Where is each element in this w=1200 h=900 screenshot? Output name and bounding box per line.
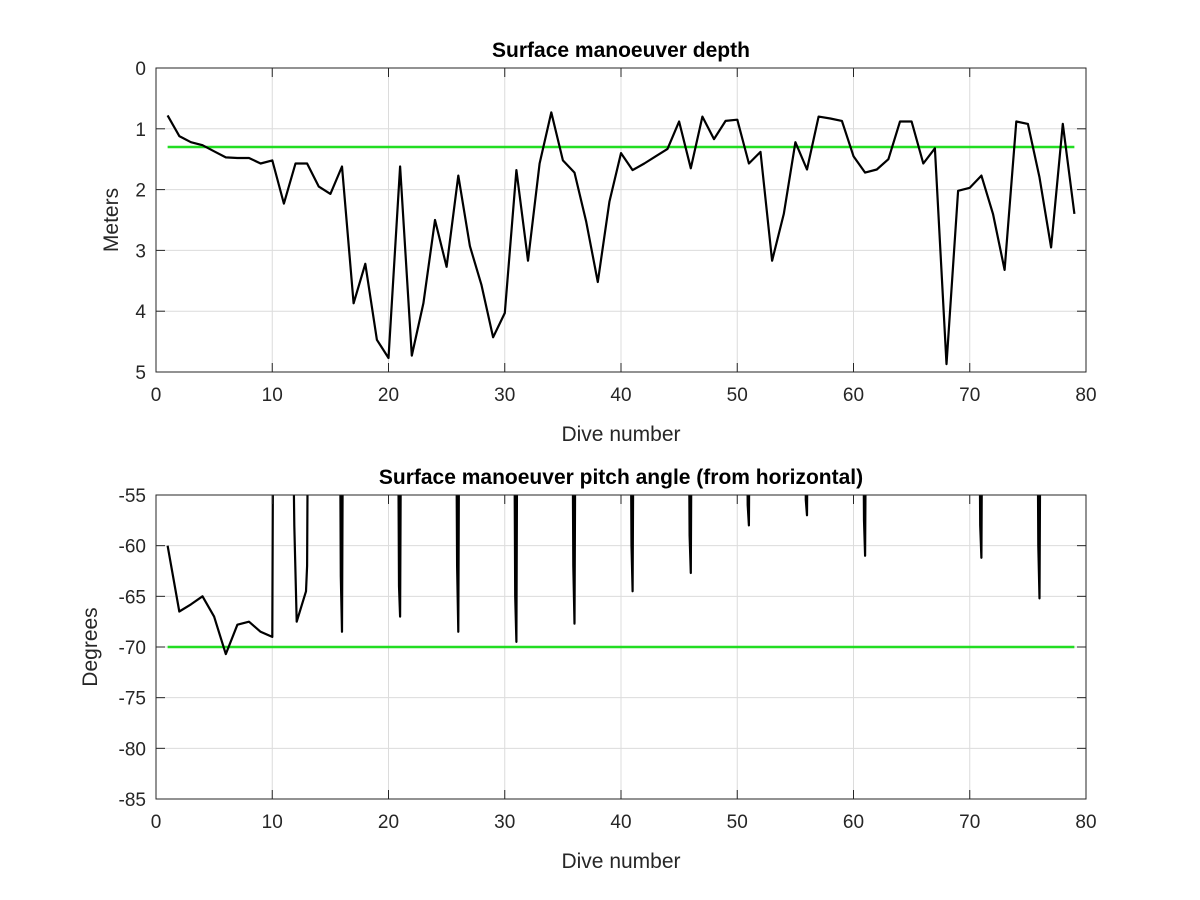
x-tick-label: 50	[727, 812, 748, 833]
x-tick-label: 40	[610, 385, 631, 406]
y-tick-label: -85	[119, 790, 146, 811]
x-tick-label: 20	[378, 385, 399, 406]
x-tick-label: 80	[1075, 385, 1096, 406]
x-tick-label: 0	[151, 812, 162, 833]
subplot-1: 0 10 20 30 40 50 60 70 80 0 1 2 3 4 5 Surface manoeuver…	[100, 39, 1097, 446]
y-tick-label: 1	[135, 120, 146, 141]
y-tick-label: -75	[119, 689, 146, 710]
y-tick-label: -65	[119, 587, 146, 608]
y-tick-label: -70	[119, 638, 146, 659]
x-tick-label: 60	[843, 385, 864, 406]
y-tick-label: -55	[119, 486, 146, 507]
x-tick-label: 10	[262, 812, 283, 833]
x-axis-label: Dive number	[561, 850, 680, 873]
y-tick-label: 3	[135, 241, 146, 262]
x-axis-label: Dive number	[561, 423, 680, 446]
subplot-2: 0 10 20 30 40 50 60 70 80 -55 -60 -65 -70 -75 -80 -85 Su…	[79, 466, 1097, 873]
series-line	[166, 111, 1076, 366]
y-tick-label: 4	[135, 302, 146, 323]
x-tick-label: 40	[610, 812, 631, 833]
x-tick-label: 60	[843, 812, 864, 833]
x-tick-label: 10	[262, 385, 283, 406]
y-tick-label: 0	[135, 59, 146, 80]
x-tick-label: 30	[494, 385, 515, 406]
x-tick-label: 20	[378, 812, 399, 833]
chart-title: Surface manoeuver depth	[492, 39, 750, 62]
x-tick-label: 30	[494, 812, 515, 833]
x-tick-label: 0	[151, 385, 162, 406]
x-tick-label: 80	[1075, 812, 1096, 833]
x-tick-label: 70	[959, 385, 980, 406]
y-tick-label: -60	[119, 537, 146, 558]
y-axis-label: Meters	[100, 188, 123, 252]
y-axis-label: Degrees	[79, 607, 102, 686]
y-tick-label: 5	[135, 363, 146, 384]
x-tick-label: 50	[727, 385, 748, 406]
x-tick-label: 70	[959, 812, 980, 833]
y-tick-label: -80	[119, 739, 146, 760]
y-tick-label: 2	[135, 181, 146, 202]
chart-title: Surface manoeuver pitch angle (from hori…	[379, 466, 863, 489]
